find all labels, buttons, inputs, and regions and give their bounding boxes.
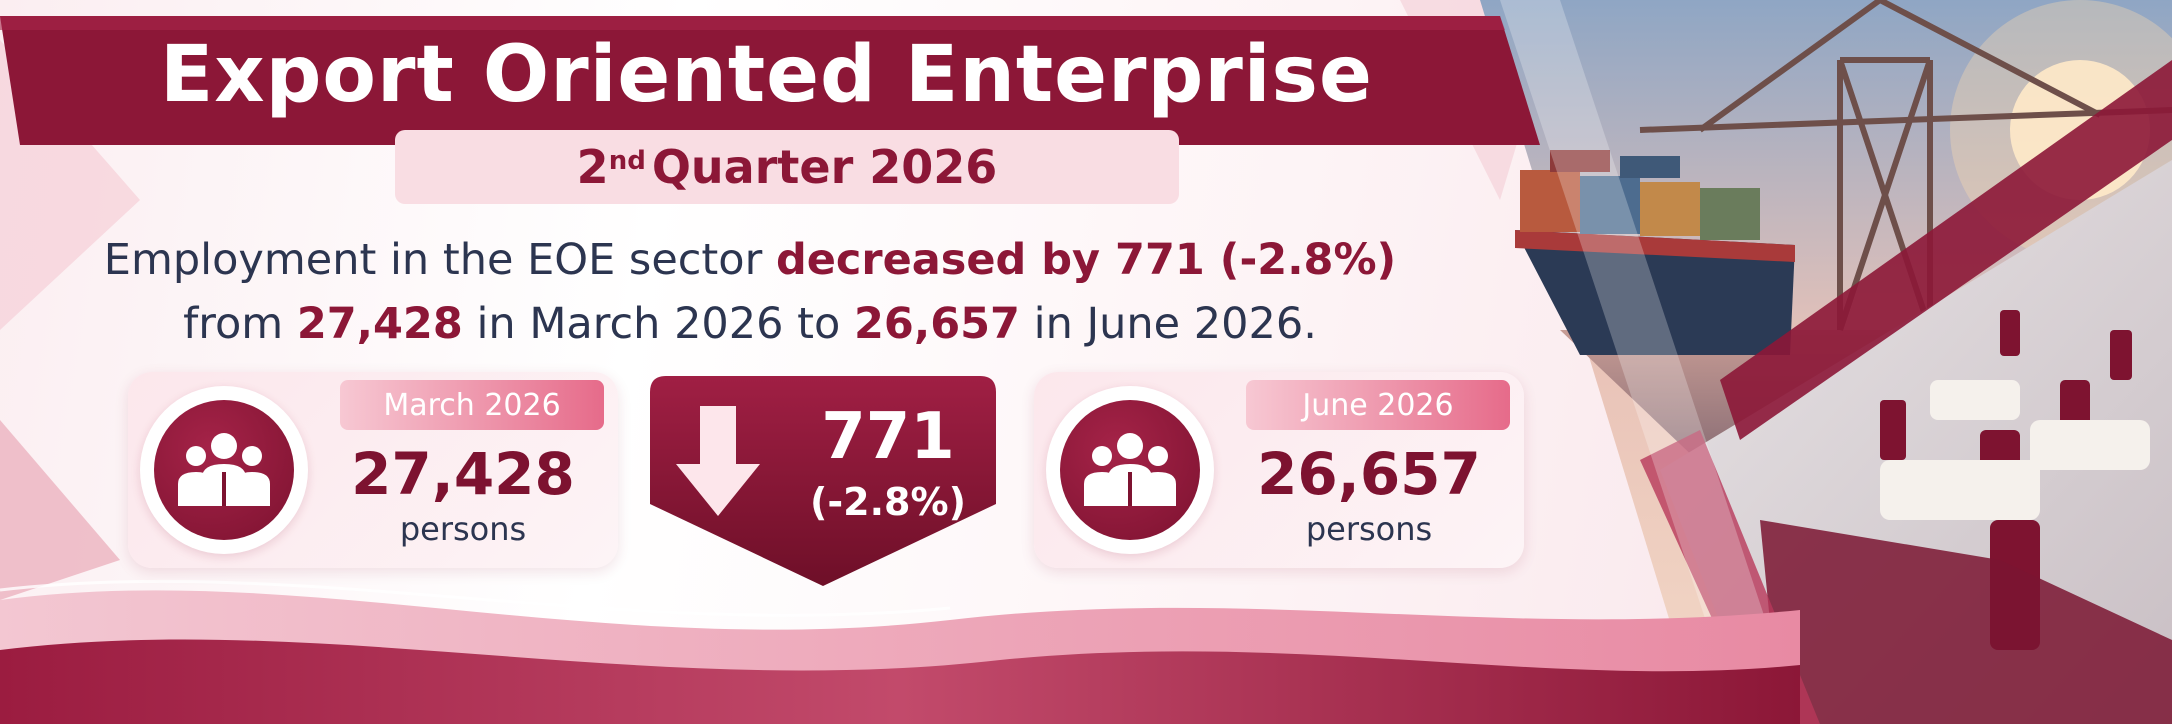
people-group-icon	[178, 433, 270, 506]
icon-circle-inner	[1060, 400, 1200, 540]
icon-circle	[1046, 386, 1214, 554]
summary-part-2: from	[183, 299, 297, 349]
down-arrow-icon	[676, 406, 760, 516]
june-employment-card: June 2026 26,657 persons	[1034, 372, 1524, 568]
march-employment-card: March 2026 27,428 persons	[128, 372, 618, 568]
icon-circle-inner	[154, 400, 294, 540]
change-value: 771	[821, 400, 955, 474]
people-group-icon	[1084, 433, 1176, 506]
summary-part-1: Employment in the EOE sector	[103, 235, 776, 285]
summary-june-value: 26,657	[854, 299, 1020, 349]
icon-circle	[140, 386, 308, 554]
quarter-text: Quarter 2026	[651, 140, 998, 194]
march-unit: persons	[399, 510, 527, 548]
page-title: Export Oriented Enterprise	[160, 30, 1373, 120]
title-banner	[0, 16, 1540, 145]
june-unit: persons	[1305, 510, 1433, 548]
change-indicator: 771 (-2.8%)	[650, 376, 996, 586]
quarter-suffix: nd	[608, 146, 646, 176]
summary-march-value: 27,428	[296, 299, 463, 349]
march-month-label: March 2026	[340, 380, 604, 430]
summary-decrease-highlight: decreased by 771 (-2.8%)	[775, 235, 1397, 285]
quarter-ordinal: 2	[576, 140, 609, 194]
change-badge-shape	[650, 376, 996, 586]
june-count: 26,657	[1257, 440, 1481, 508]
summary-text: Employment in the EOE sector decreased b…	[90, 228, 1410, 356]
summary-part-3: in March 2026 to	[462, 299, 855, 349]
change-percent: (-2.8%)	[810, 480, 966, 524]
summary-part-4: in June 2026.	[1019, 299, 1317, 349]
march-count: 27,428	[351, 440, 575, 508]
june-month-label: June 2026	[1246, 380, 1510, 430]
